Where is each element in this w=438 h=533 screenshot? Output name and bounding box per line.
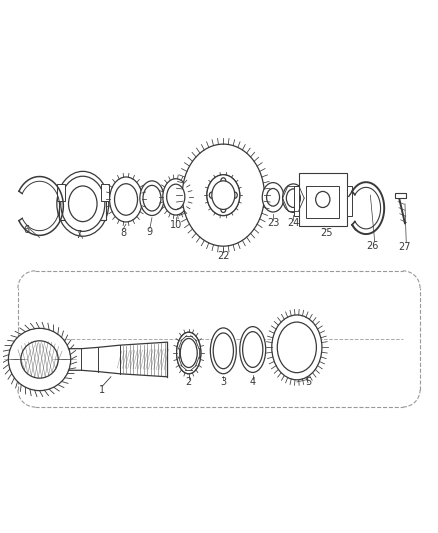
Ellipse shape (140, 181, 164, 215)
Text: 5: 5 (305, 377, 311, 387)
Ellipse shape (68, 186, 97, 222)
Ellipse shape (57, 172, 109, 236)
Ellipse shape (233, 192, 237, 198)
Bar (294, 186, 299, 215)
Ellipse shape (207, 175, 240, 215)
Ellipse shape (163, 179, 189, 215)
Text: 25: 25 (320, 228, 332, 238)
Ellipse shape (207, 175, 240, 215)
Ellipse shape (61, 176, 105, 231)
Ellipse shape (277, 322, 316, 373)
Bar (299, 173, 346, 227)
Ellipse shape (221, 206, 226, 213)
Ellipse shape (213, 333, 233, 369)
Ellipse shape (177, 332, 201, 374)
Text: 9: 9 (147, 227, 153, 237)
Text: 3: 3 (220, 377, 226, 387)
Ellipse shape (209, 192, 214, 198)
Ellipse shape (180, 338, 197, 368)
Bar (60, 188, 106, 220)
Ellipse shape (212, 181, 235, 209)
Text: 26: 26 (366, 241, 379, 251)
Bar (306, 186, 339, 218)
Text: 1: 1 (99, 385, 105, 395)
Ellipse shape (243, 332, 263, 367)
Ellipse shape (283, 184, 304, 213)
Ellipse shape (272, 315, 322, 380)
Bar (396, 193, 406, 198)
Ellipse shape (143, 185, 161, 211)
Ellipse shape (177, 332, 201, 374)
Ellipse shape (221, 178, 226, 184)
Text: 8: 8 (120, 228, 126, 238)
Bar (57, 184, 65, 200)
Ellipse shape (316, 191, 330, 207)
Ellipse shape (216, 186, 231, 204)
Bar (346, 186, 352, 215)
Ellipse shape (167, 184, 185, 209)
Ellipse shape (181, 340, 197, 367)
Ellipse shape (286, 189, 300, 207)
Ellipse shape (262, 183, 284, 212)
Ellipse shape (182, 144, 265, 246)
Text: 7: 7 (75, 230, 81, 240)
Text: 22: 22 (217, 251, 230, 261)
Ellipse shape (21, 341, 58, 378)
Ellipse shape (110, 177, 142, 222)
Ellipse shape (240, 327, 266, 373)
Ellipse shape (114, 184, 138, 215)
Text: 4: 4 (250, 377, 256, 387)
Text: 23: 23 (267, 218, 279, 228)
Text: 24: 24 (287, 218, 300, 228)
Text: 10: 10 (170, 221, 182, 230)
Text: 2: 2 (186, 377, 192, 387)
Polygon shape (352, 182, 384, 234)
Ellipse shape (267, 189, 279, 206)
Ellipse shape (8, 328, 71, 391)
Bar (101, 184, 109, 200)
Text: 6: 6 (24, 225, 30, 235)
Text: 27: 27 (398, 242, 410, 252)
Ellipse shape (210, 328, 236, 374)
Polygon shape (68, 342, 167, 377)
